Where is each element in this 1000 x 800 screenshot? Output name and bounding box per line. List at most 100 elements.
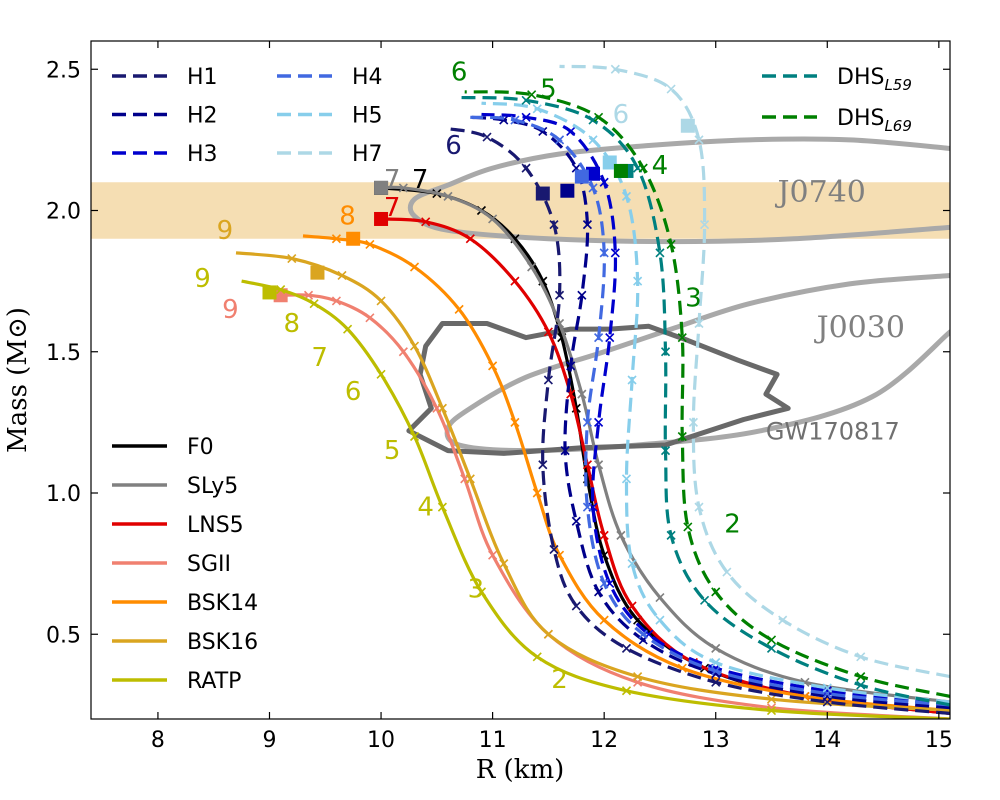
legend-label-lns5: LNS5: [187, 513, 244, 538]
point-annotation: 7: [311, 343, 328, 373]
series-marker-ratp: [476, 587, 487, 597]
series-marker-h4: [599, 578, 609, 588]
series-maxmass-marker-h7: [680, 118, 695, 133]
contour-gw170817: [406, 321, 791, 456]
point-annotation: 9: [194, 264, 211, 294]
legend-label-h2: H2: [187, 104, 218, 129]
series-maxmass-marker-h1: [535, 186, 550, 201]
series-marker-lns5: [510, 276, 520, 286]
series-marker-dhs-l59: [700, 595, 710, 605]
series-line-h4: [470, 115, 950, 707]
series-marker-bsk16: [499, 559, 509, 569]
series-marker-h7: [610, 64, 620, 74]
x-tick-label: 10: [367, 728, 395, 753]
series-marker-h1: [554, 290, 565, 300]
legend-label-h3: H3: [187, 142, 218, 167]
series-marker-h5: [588, 135, 598, 145]
legend-label-ratp: RATP: [187, 669, 241, 694]
series-marker-h2: [582, 220, 593, 230]
series-marker-h4: [594, 333, 604, 343]
y-tick-label: 2.0: [46, 200, 81, 225]
x-tick-label: 8: [151, 728, 165, 753]
contour-j0740: [407, 136, 950, 245]
series-marker-dhs-l69: [594, 112, 604, 122]
contour-j0030: [444, 273, 950, 454]
series-marker-h2: [566, 361, 576, 371]
series-marker-h4: [588, 183, 598, 193]
series-marker-h7: [694, 135, 704, 145]
series-marker-sly5: [594, 460, 604, 470]
series-marker-lns5: [543, 327, 553, 337]
series-marker-sly5: [488, 214, 498, 224]
point-annotation: 6: [445, 131, 462, 161]
series-marker-h4: [582, 502, 593, 512]
region-label-j0030: J0030: [814, 311, 905, 346]
series-maxmass-marker-h3: [586, 166, 601, 181]
series-marker-h1: [571, 601, 581, 611]
series-marker-bsk16: [287, 253, 297, 264]
series-marker-sgii: [365, 313, 375, 323]
series-layer: [235, 64, 950, 719]
series-marker-lns5: [465, 234, 475, 244]
series-maxmass-marker-bsk16: [310, 265, 325, 280]
series-marker-sly5: [577, 389, 587, 399]
series-marker-ratp: [309, 299, 319, 309]
point-annotation: 6: [451, 58, 468, 88]
series-marker-ratp: [376, 369, 386, 379]
legend-label-h1: H1: [187, 65, 218, 90]
series-marker-dhs-l59: [766, 643, 777, 653]
series-maxmass-marker-lns5: [374, 211, 389, 226]
series-marker-dhs-l59: [588, 115, 598, 125]
legend-label-h4: H4: [352, 65, 383, 90]
point-annotation: 8: [339, 202, 356, 232]
point-annotation: 6: [345, 377, 362, 407]
series-marker-h7: [694, 502, 704, 512]
series-marker-dhs-l59: [660, 446, 671, 456]
series-marker-h5: [627, 375, 637, 385]
series-marker-ratp: [532, 652, 542, 662]
series-marker-sly5: [527, 262, 537, 272]
series-marker-bsk14: [488, 361, 498, 371]
band-j0740: [91, 182, 950, 239]
series-marker-h5: [711, 657, 721, 668]
x-tick-label: 9: [262, 728, 276, 753]
point-annotation: 3: [685, 284, 702, 314]
series-marker-dhs-l69: [766, 635, 777, 645]
series-marker-dhs-l69: [666, 239, 676, 249]
series-marker-bsk16: [337, 270, 347, 281]
series-marker-dhs-l59: [856, 680, 866, 690]
series-marker-dhs-l59: [666, 530, 676, 540]
series-marker-lns5: [421, 217, 431, 227]
x-axis-label: R (km): [476, 755, 565, 785]
series-marker-bsk14: [409, 262, 420, 272]
series-line-sgii: [280, 293, 950, 719]
series-maxmass-marker-dhs-l69: [613, 163, 628, 178]
series-maxmass-marker-bsk14: [346, 231, 361, 246]
series-marker-h4: [554, 135, 565, 145]
legend-layer: H1 H2 H3 H4 H5 H7 DHSL59 DHSL69 F0 SLy5 LNS5 SGII BS…: [112, 65, 912, 694]
series-marker-bsk14: [599, 615, 609, 625]
series-marker-h3: [594, 417, 604, 427]
series-marker-h1: [543, 375, 553, 385]
y-axis-label: Mass (M⊙): [3, 307, 33, 453]
series-marker-bsk16: [376, 296, 386, 306]
series-marker-h3: [521, 112, 531, 122]
series-marker-dhs-l59: [660, 347, 671, 357]
series-line-bsk14: [302, 234, 950, 713]
x-tick-label: 15: [925, 728, 953, 753]
series-marker-h7: [666, 84, 676, 94]
legend-label-dhs-l69: DHSL69: [837, 106, 912, 135]
series-maxmass-marker-h4: [574, 169, 589, 184]
tick-layer: 8 9 10 11 12 13 14 15 0.5 1.0 1.5 2.0 2.5: [46, 41, 953, 753]
series-marker-h3: [610, 248, 620, 258]
point-annotation: 6: [613, 100, 630, 130]
series-marker-h7: [778, 615, 788, 625]
series-line-bsk16: [235, 251, 950, 713]
region-label-j0740: J0740: [775, 175, 866, 210]
point-annotation: 4: [417, 493, 434, 523]
series-line-h7: [559, 64, 950, 679]
legend-label-h5: H5: [352, 104, 383, 129]
series-marker-sly5: [711, 643, 721, 653]
